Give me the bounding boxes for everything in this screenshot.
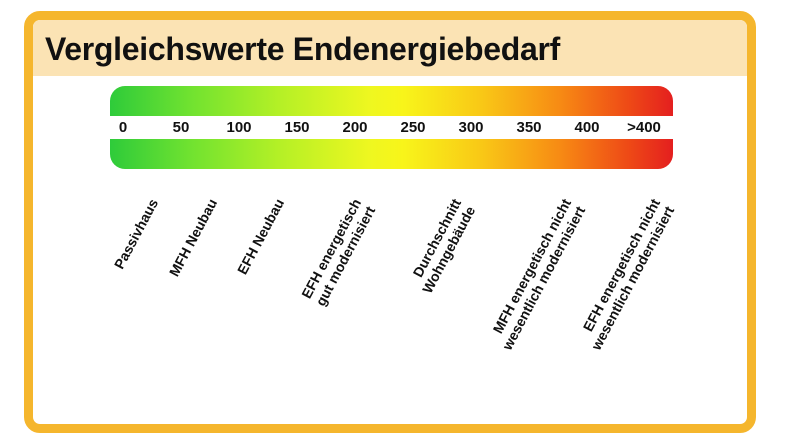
tick-label: >400 [627,119,661,136]
category-label-efh-neubau: EFH Neubau [233,196,288,278]
tick-label: 150 [284,119,310,136]
energy-scale: 0 50 100 150 200 250 300 350 400 >400 [110,86,673,169]
scale-color-band-bottom [110,139,673,169]
tick-label: 350 [516,119,542,136]
header-bar: Vergleichswerte Endenergiebedarf [33,20,747,76]
tick-label: 250 [400,119,426,136]
scale-color-band-top [110,86,673,116]
category-label-mfh-nicht-modernisiert: MFH energetisch nicht wesentlich moderni… [489,196,589,353]
category-label-durchschnitt: Durchschnitt Wohngebäude [409,196,479,296]
category-label-efh-nicht-modernisiert: EFH energetisch nicht wesentlich moderni… [579,196,678,353]
category-labels: Passivhaus MFH Neubau EFH Neubau EFH ene… [33,20,747,424]
scale-ticks: 0 50 100 150 200 250 300 350 400 >400 [110,116,673,139]
category-label-passivhaus: Passivhaus [110,196,162,272]
tick-label: 300 [458,119,484,136]
tick-label: 100 [226,119,252,136]
category-label-efh-gut-modernisiert: EFH energetisch gut modernisiert [298,196,379,309]
content-frame: Vergleichswerte Endenergiebedarf 0 50 10… [24,11,756,433]
tick-label: 50 [172,119,190,136]
tick-label: 0 [118,119,128,136]
tick-label: 400 [574,119,600,136]
category-label-mfh-neubau: MFH Neubau [165,196,221,280]
tick-label: 200 [342,119,368,136]
page-title: Vergleichswerte Endenergiebedarf [45,31,561,67]
